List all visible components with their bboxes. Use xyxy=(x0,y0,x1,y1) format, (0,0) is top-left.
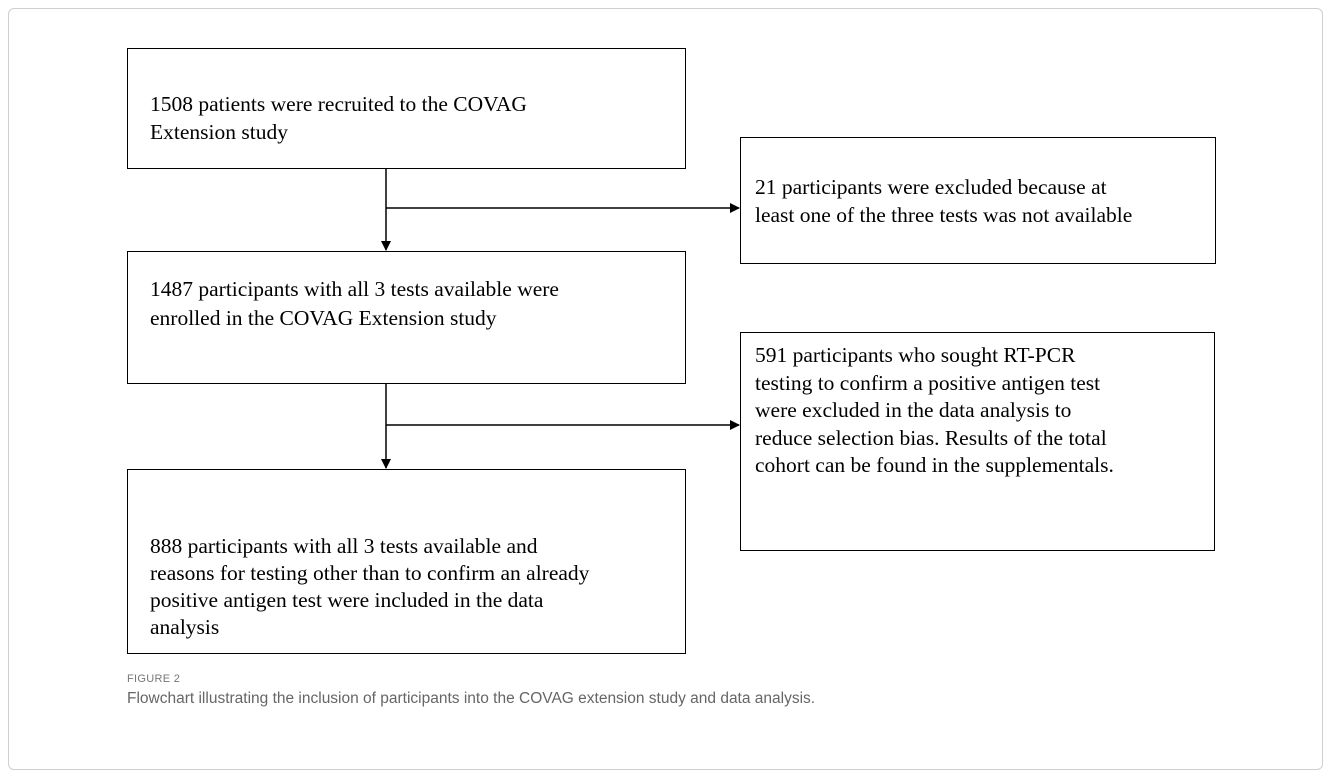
node-text-line: enrolled in the COVAG Extension study xyxy=(150,306,497,330)
node-text-line: were excluded in the data analysis to xyxy=(755,398,1072,422)
caption-label: FIGURE 2 xyxy=(127,673,181,685)
caption-text: Flowchart illustrating the inclusion of … xyxy=(127,690,816,707)
node-text-line: reasons for testing other than to confir… xyxy=(150,561,590,585)
node-text-line: Extension study xyxy=(150,120,288,144)
page: {"nodes": [ {"lines": ["1508 patients we… xyxy=(8,8,1323,770)
flow-box: 888 participants with all 3 tests availa… xyxy=(127,469,686,654)
node-text-line: 888 participants with all 3 tests availa… xyxy=(150,534,538,558)
node-text-line: analysis xyxy=(150,615,220,639)
flow-box: 21 participants were excluded because at… xyxy=(740,137,1216,264)
arrows xyxy=(381,169,740,469)
flow-box: 1487 participants with all 3 tests avail… xyxy=(127,251,686,384)
node-text-line: reduce selection bias. Results of the to… xyxy=(755,425,1107,450)
flow-box: 1508 patients were recruited to the COVA… xyxy=(127,48,686,169)
node-text-line: cohort can be found in the supplementals… xyxy=(755,453,1114,477)
node-text-line: positive antigen test were included in t… xyxy=(150,588,544,612)
flow-box: 591 participants who sought RT-PCR testin… xyxy=(740,332,1215,551)
node-text-line: 21 participants were excluded because at xyxy=(755,175,1107,199)
node-text-line: 1508 patients were recruited to the COVA… xyxy=(150,92,527,116)
node-text-line: testing to confirm a positive antigen te… xyxy=(755,370,1101,395)
node-text-line: 591 participants who sought RT-PCR xyxy=(755,343,1076,367)
node-text-line: 1487 participants with all 3 tests avail… xyxy=(150,277,559,301)
node-text-line: least one of the three tests was not ava… xyxy=(755,203,1133,227)
